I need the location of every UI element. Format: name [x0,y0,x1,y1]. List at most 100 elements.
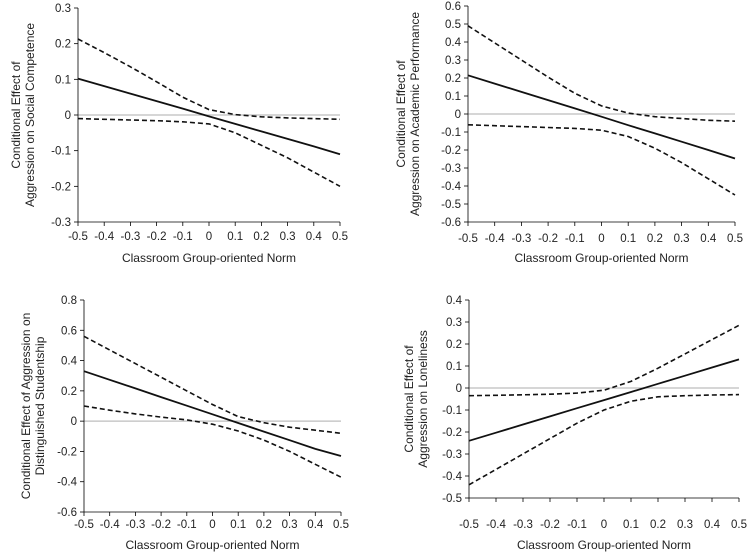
x-axis-title: Classroom Group-oriented Norm [514,251,688,265]
y-axis-title-line: Conditional Effect of [402,345,416,453]
y-tick-label: 0.4 [445,37,462,49]
y-tick-label: 0.1 [55,74,71,86]
y-axis-title: Conditional Effect of Aggression onDisti… [19,313,47,500]
y-axis-title-line: Conditional Effect of [9,61,23,169]
chart-panel-3: 0.8 0.6 0.4 0.2 0 -0.2 -0.4 -0.6-0.5 -0.4 -0.3 -0.… [19,295,349,552]
x-tick-label: 0.5 [333,519,349,531]
y-axis-title-line: Aggression on Social Competence [23,23,37,207]
y-tick-label: 0 [456,383,462,395]
y-tick-label: -0.1 [441,127,461,139]
confidence-bound-line [468,393,740,486]
y-tick-label: 0.8 [61,295,77,307]
x-tick-label: -0.3 [513,519,533,531]
x-tick-label: 0.2 [650,519,666,531]
x-tick-label: -0.3 [125,519,145,531]
y-tick-label: 0.3 [445,55,461,67]
confidence-bound-line [467,25,736,122]
y-axis-title-line: Aggression on Academic Performance [408,12,422,216]
x-tick-label: 0 [206,231,212,243]
x-tick-label: 0.3 [677,519,693,531]
x-tick-label: -0.5 [68,231,88,243]
y-tick-label: 0.2 [446,339,462,351]
x-tick-label: -0.4 [485,233,505,245]
y-tick-label: 0.6 [445,1,461,13]
confidence-bound-line [83,405,342,478]
x-axis-title: Classroom Group-oriented Norm [125,538,299,552]
y-tick-label: -0.2 [442,427,462,439]
x-tick-label: -0.4 [486,519,506,531]
x-tick-label: 0.2 [256,519,272,531]
confidence-bound-line [77,38,341,121]
estimate-line [468,358,740,442]
y-axis-title-line: Distinguished Studentship [33,336,47,475]
y-axis-title-line: Conditional Effect of [394,60,408,168]
y-tick-label: -0.3 [442,449,462,461]
y-tick-label: 0.4 [446,295,463,307]
chart-panel-4: 0.4 0.3 0.2 0.1 0 -0.1 -0.2 -0.3 -0.4 -0.5 -0.5 -0.… [402,295,747,552]
x-tick-label: -0.1 [173,231,193,243]
y-tick-label: -0.5 [442,493,462,505]
y-tick-label: -0.3 [441,163,461,175]
y-tick-label: -0.2 [51,181,71,193]
estimate-line [77,77,341,156]
x-tick-label: -0.3 [120,231,140,243]
x-tick-label: -0.2 [538,233,558,245]
y-axis-title: Conditional Effect ofAggression on Socia… [9,23,37,207]
y-axis-title-line: Aggression on Loneliness [416,330,430,467]
y-tick-label: 0 [455,109,461,121]
y-tick-label: 0.4 [61,356,78,368]
x-tick-label: 0.1 [620,233,636,245]
confidence-bound-line [468,324,740,397]
confidence-bound-line [77,117,341,188]
x-tick-label: -0.2 [540,519,560,531]
y-tick-label: 0.1 [446,361,462,373]
chart-panel-1: 0.3 0.2 0.1 0 -0.1 -0.2 -0.3 -0.5 -0.4 -0.3 -0.2 -0… [9,3,348,265]
x-tick-label: 0.2 [647,233,663,245]
x-tick-label: 0.3 [280,231,296,243]
y-tick-label: 0.2 [61,386,77,398]
y-tick-label: 0.3 [446,317,462,329]
x-tick-label: -0.1 [567,519,587,531]
y-tick-label: 0.2 [55,39,71,51]
x-tick-label: -0.3 [511,233,531,245]
x-tick-label: 0.5 [332,231,348,243]
x-axis-title: Classroom Group-oriented Norm [122,251,296,265]
x-tick-label: 0.5 [727,233,743,245]
y-tick-label: -0.4 [442,471,462,483]
x-axis-title: Classroom Group-oriented Norm [517,538,691,552]
y-tick-label: 0 [65,110,71,122]
x-tick-label: 0.4 [306,231,323,243]
y-axis-title-line: Conditional Effect of Aggression on [19,313,33,500]
y-axis-title: Conditional Effect ofAggression on Acade… [394,12,422,216]
x-tick-label: -0.5 [74,519,94,531]
x-tick-label: -0.2 [147,231,167,243]
confidence-bound-line [83,335,342,435]
x-tick-label: 0.1 [227,231,243,243]
y-tick-label: 0.5 [445,19,461,31]
y-tick-label: -0.5 [441,199,461,211]
y-tick-label: -0.4 [441,181,461,193]
x-tick-label: 0.3 [674,233,690,245]
estimate-line [83,370,342,457]
y-tick-label: -0.3 [51,217,71,229]
x-tick-label: 0 [601,519,607,531]
x-tick-label: 0.5 [731,519,747,531]
y-tick-label: 0.6 [61,325,77,337]
x-tick-label: 0.4 [307,519,324,531]
y-tick-label: 0.2 [445,73,461,85]
x-tick-label: -0.1 [565,233,585,245]
y-axis-title: Conditional Effect ofAggression on Lonel… [402,330,430,467]
x-tick-label: -0.2 [151,519,171,531]
estimate-line [467,74,736,160]
x-tick-label: 0.3 [282,519,298,531]
x-tick-label: -0.1 [177,519,197,531]
chart-panel-2: 0.6 0.5 0.4 0.3 0.2 0.1 0 -0.1 -0.2 -0.3 -0.4 -0.5 -… [394,1,743,265]
y-tick-label: -0.1 [442,405,462,417]
x-tick-label: 0 [598,233,604,245]
x-tick-label: 0.1 [623,519,639,531]
x-tick-label: 0.1 [230,519,246,531]
y-tick-label: -0.6 [57,507,77,519]
x-tick-label: -0.4 [94,231,114,243]
confidence-bound-line [467,124,736,196]
